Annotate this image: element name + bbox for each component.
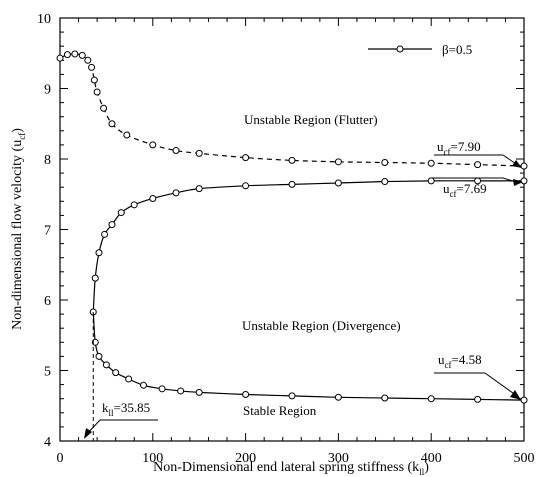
data-series bbox=[59, 53, 525, 401]
data-point bbox=[381, 178, 389, 186]
region-stable-label: Stable Region bbox=[243, 403, 317, 418]
data-point bbox=[123, 131, 131, 139]
annotation-ucf-458-leader bbox=[484, 372, 518, 397]
data-point bbox=[101, 230, 109, 238]
data-point bbox=[84, 56, 92, 64]
y-tick-label: 4 bbox=[44, 435, 51, 450]
annotation-ucf-790-label: ucf=7.90 bbox=[437, 139, 481, 157]
x-tick-label: 400 bbox=[421, 451, 442, 466]
x-tick-label: 300 bbox=[328, 451, 349, 466]
data-point bbox=[95, 249, 103, 257]
x-axis-title: Non-Dimensional end lateral spring stiff… bbox=[153, 460, 429, 477]
data-point bbox=[88, 63, 96, 71]
data-point bbox=[149, 194, 157, 202]
data-point bbox=[242, 154, 250, 162]
data-point bbox=[56, 54, 64, 62]
data-point bbox=[288, 156, 296, 164]
data-point bbox=[520, 396, 528, 404]
data-point bbox=[108, 221, 116, 229]
data-point bbox=[108, 120, 116, 128]
annotation-ucf-790: ucf=7.90 bbox=[434, 139, 522, 168]
data-point bbox=[195, 149, 203, 157]
data-point bbox=[381, 394, 389, 402]
data-point bbox=[78, 51, 86, 59]
data-point bbox=[71, 50, 79, 58]
annotation-ucf-458-arrowhead bbox=[510, 390, 521, 400]
annotation-ucf-769: ucf=7.69 bbox=[432, 177, 523, 199]
data-point bbox=[474, 161, 482, 169]
region-flutter-label: Unstable Region (Flutter) bbox=[244, 112, 378, 127]
annotation-ucf-769-label: ucf=7.69 bbox=[443, 181, 487, 199]
data-point bbox=[242, 182, 250, 190]
data-point bbox=[381, 159, 389, 167]
data-point bbox=[334, 179, 342, 187]
series-line-1 bbox=[92, 180, 524, 313]
data-point bbox=[140, 381, 148, 389]
data-point bbox=[102, 361, 110, 369]
data-point bbox=[125, 375, 133, 383]
region-divergence-label: Unstable Region (Divergence) bbox=[242, 318, 401, 333]
data-point bbox=[195, 185, 203, 193]
data-point bbox=[172, 189, 180, 197]
data-point bbox=[63, 51, 71, 59]
data-point bbox=[334, 158, 342, 166]
legend-marker bbox=[396, 45, 404, 53]
y-tick-label: 6 bbox=[44, 294, 51, 309]
legend: β=0.5 bbox=[368, 42, 472, 57]
data-point bbox=[149, 141, 157, 149]
x-tick-label: 0 bbox=[57, 451, 64, 466]
x-tick-label: 100 bbox=[142, 451, 163, 466]
y-tick-label: 5 bbox=[44, 365, 51, 380]
y-tick-label: 7 bbox=[44, 224, 51, 239]
data-point bbox=[100, 104, 108, 112]
annotation-ucf-458-label: ucf=4.58 bbox=[438, 352, 482, 370]
legend-label: β=0.5 bbox=[442, 42, 472, 57]
data-point bbox=[172, 147, 180, 155]
x-tick-label: 500 bbox=[514, 451, 535, 466]
x-tick-label: 200 bbox=[235, 451, 256, 466]
data-point bbox=[242, 390, 250, 398]
data-point bbox=[117, 209, 125, 217]
annotation-kll: kll=35.85 bbox=[84, 311, 158, 441]
data-point bbox=[334, 393, 342, 401]
axis-ticks: 0 100 200 300 400 500 4 5 6 7 8 9 10 bbox=[37, 12, 535, 466]
data-point bbox=[474, 395, 482, 403]
data-point bbox=[427, 177, 435, 185]
data-point bbox=[91, 274, 99, 282]
y-tick-label: 9 bbox=[44, 83, 51, 98]
y-tick-label: 8 bbox=[44, 153, 51, 168]
data-point bbox=[130, 201, 138, 209]
data-point bbox=[95, 352, 103, 360]
y-axis-title: Non-dimensional flow velocity (ucf) bbox=[10, 128, 27, 330]
data-markers bbox=[56, 50, 528, 404]
annotation-ucf-790-arrowhead bbox=[512, 160, 522, 168]
annotation-kll-label: kll=35.85 bbox=[102, 400, 150, 418]
data-point bbox=[288, 180, 296, 188]
data-point bbox=[427, 159, 435, 167]
data-point bbox=[158, 385, 166, 393]
y-tick-label: 10 bbox=[37, 12, 51, 27]
data-point bbox=[195, 388, 203, 396]
data-point bbox=[520, 177, 528, 185]
data-point bbox=[112, 369, 120, 377]
annotation-ucf-458: ucf=4.58 bbox=[434, 352, 521, 400]
data-point bbox=[177, 387, 185, 395]
annotation-kll-arrowhead bbox=[84, 428, 92, 439]
annotation-ucf-769-arrowhead bbox=[513, 179, 523, 186]
data-point bbox=[90, 76, 98, 84]
data-point bbox=[288, 392, 296, 400]
data-point bbox=[427, 395, 435, 403]
data-point bbox=[520, 162, 528, 170]
data-point bbox=[93, 88, 101, 96]
